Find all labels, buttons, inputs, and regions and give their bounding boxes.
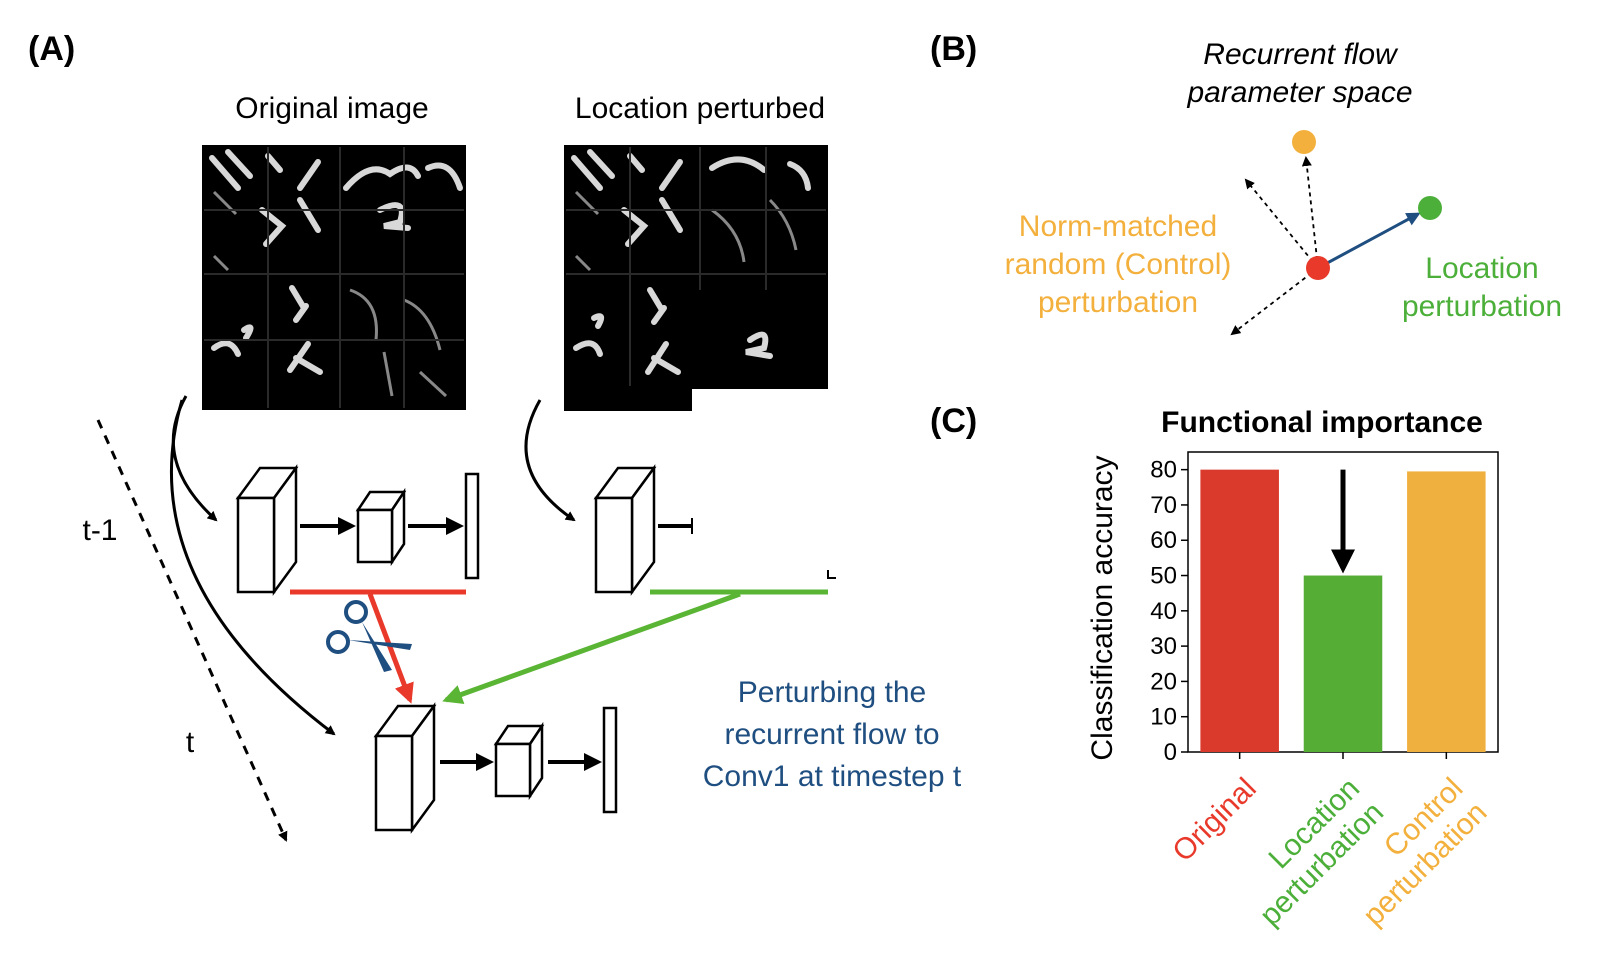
input-arrows — [169, 395, 576, 736]
svg-text:Location: Location — [1425, 252, 1538, 285]
time-axis-arrow — [96, 419, 288, 842]
panel-c-label: (C) — [930, 402, 977, 440]
network-t — [373, 702, 618, 834]
parameter-space-diagram — [1230, 130, 1442, 336]
svg-text:perturbation: perturbation — [1038, 286, 1198, 319]
panel-b-label: (B) — [930, 30, 977, 68]
control-point — [1292, 130, 1316, 154]
time-label-t: t — [186, 726, 195, 759]
y-axis-label: Classification accuracy — [1086, 455, 1119, 760]
scissors-icon — [326, 600, 412, 672]
y-tick-label: 40 — [1150, 598, 1177, 625]
y-tick-label: 50 — [1150, 563, 1177, 590]
svg-text:perturbation: perturbation — [1402, 290, 1562, 323]
location-point — [1418, 196, 1442, 220]
caption-line-1: Perturbing the — [738, 676, 926, 709]
param-space-title-line-2: parameter space — [1186, 76, 1412, 109]
green-feedback-arrow — [442, 591, 741, 704]
network-perturbed-t-minus-1 — [593, 464, 657, 596]
caption-line-2: recurrent flow to — [724, 718, 939, 751]
svg-text:Norm-matched: Norm-matched — [1019, 210, 1217, 243]
param-space-title-line-1: Recurrent flow — [1203, 38, 1399, 71]
y-tick-label: 10 — [1150, 704, 1177, 731]
location-perturbed-title: Location perturbed — [575, 92, 825, 125]
y-tick-label: 0 — [1164, 739, 1177, 766]
y-tick-label: 80 — [1150, 457, 1177, 484]
location-direction-arrow — [1317, 212, 1421, 270]
panel-a-caption: Perturbing the recurrent flow to Conv1 a… — [703, 676, 962, 793]
panel-a-label: (A) — [28, 30, 75, 68]
location-perturbed-image — [564, 145, 828, 411]
y-tick-label: 70 — [1150, 492, 1177, 519]
red-feedback-arrow — [367, 593, 414, 704]
svg-text:random (Control): random (Control) — [1005, 248, 1232, 281]
location-label: Location perturbation — [1402, 252, 1562, 323]
drop-arrow-head — [1331, 549, 1355, 574]
original-image — [202, 145, 466, 410]
caption-line-3: Conv1 at timestep t — [703, 760, 962, 793]
time-label-t-minus-1: t-1 — [82, 514, 117, 547]
bar-0 — [1200, 469, 1279, 752]
origin-point — [1306, 256, 1330, 280]
network-original-t-minus-1 — [235, 464, 480, 596]
original-image-title: Original image — [235, 92, 428, 125]
perturbed-stub-bracket — [827, 570, 836, 579]
x-category-label-0: Original — [1166, 772, 1262, 868]
y-tick-label: 30 — [1150, 633, 1177, 660]
chart-title: Functional importance — [1161, 406, 1483, 439]
y-tick-label: 20 — [1150, 668, 1177, 695]
control-label: Norm-matched random (Control) perturbati… — [1005, 210, 1232, 319]
bar-1 — [1303, 575, 1383, 752]
bar-2 — [1407, 471, 1486, 752]
y-tick-label: 60 — [1150, 527, 1177, 554]
